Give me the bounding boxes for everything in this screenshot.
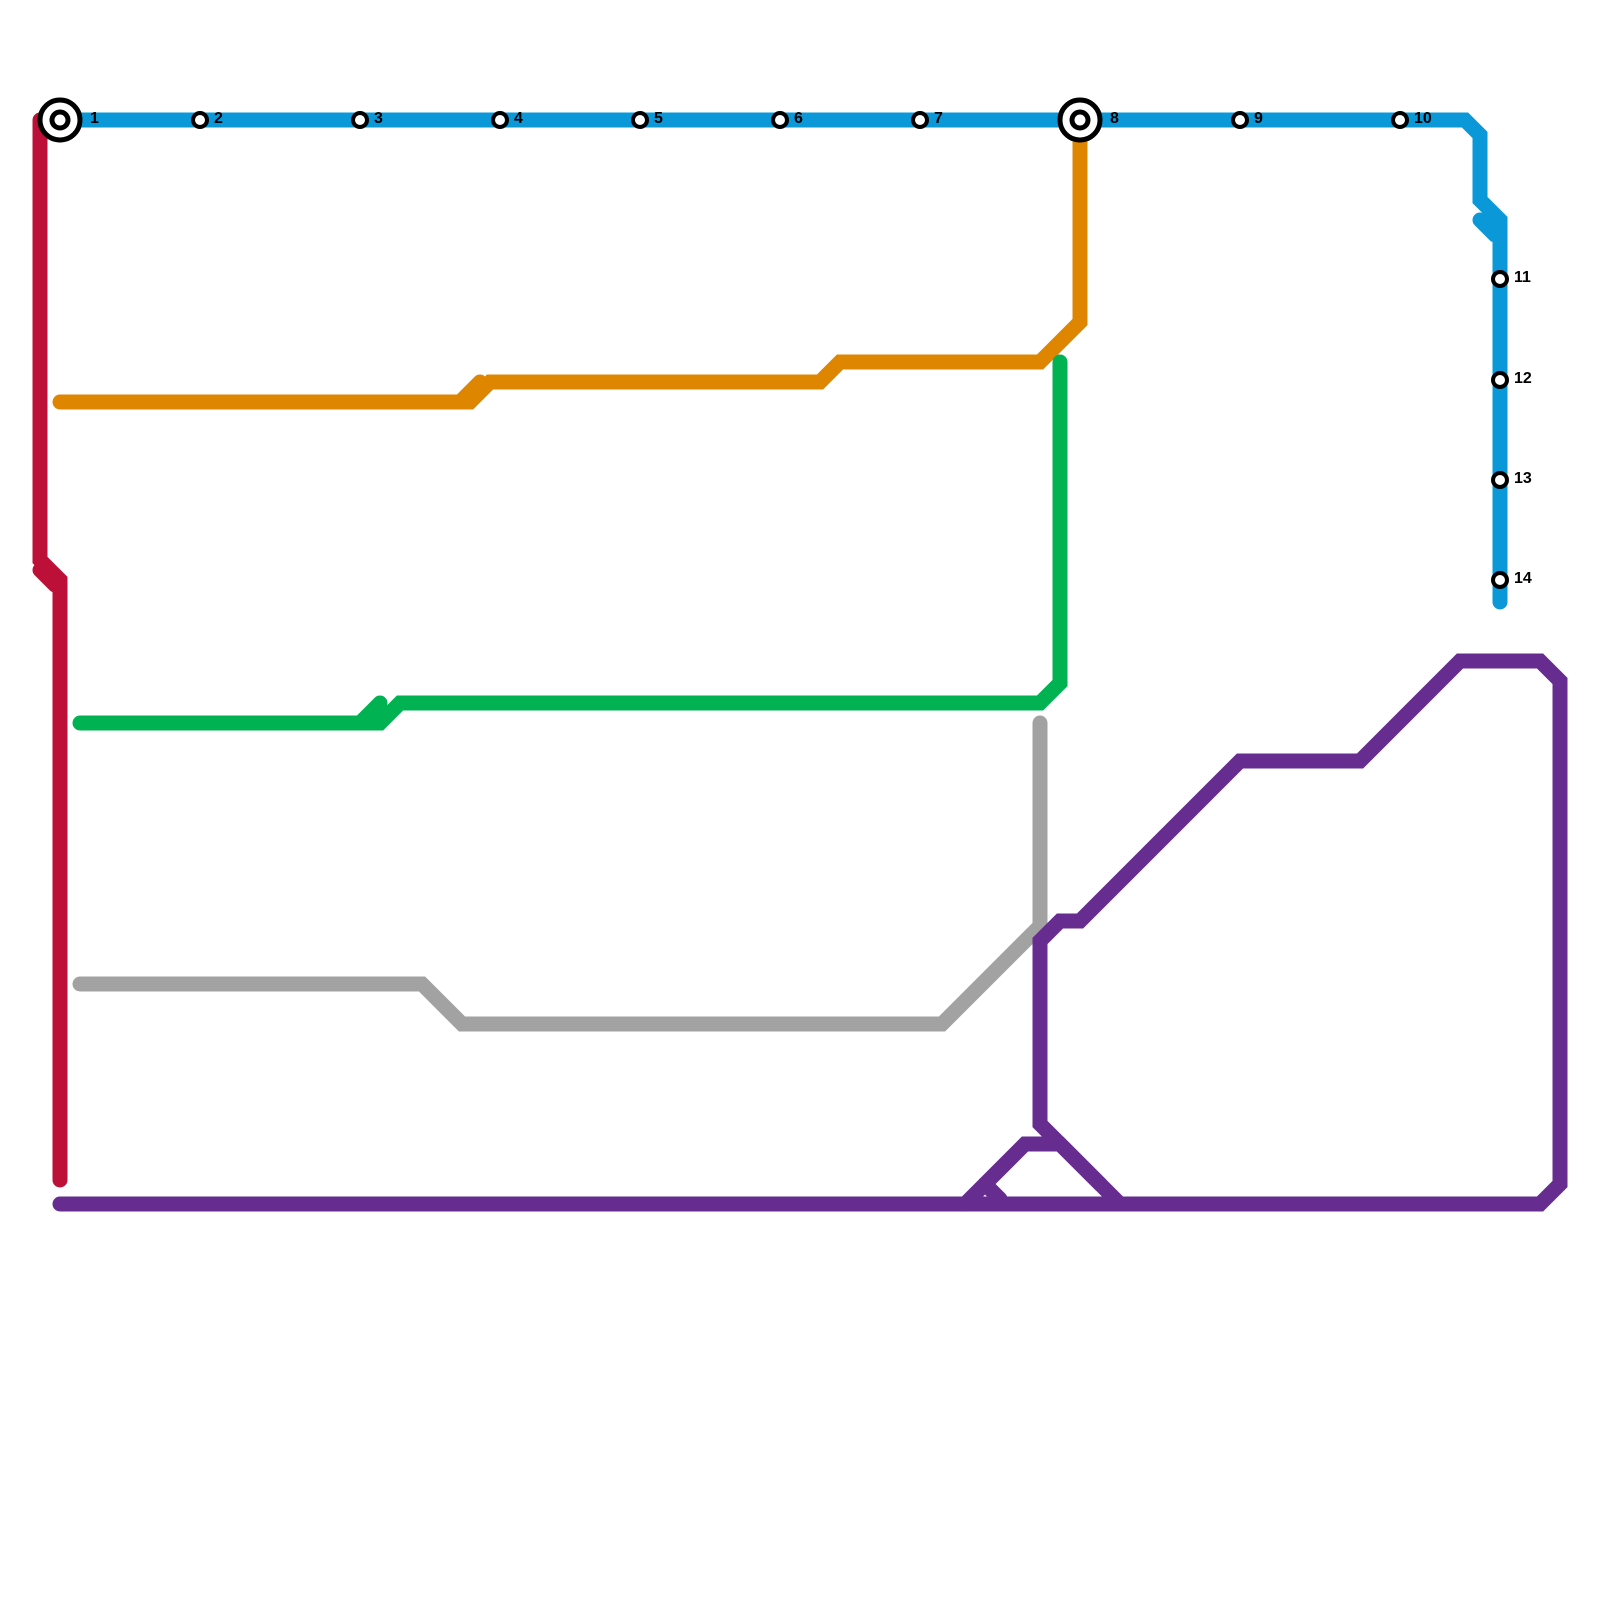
blue-line xyxy=(52,112,1508,610)
station-label: 1 xyxy=(90,110,99,127)
station xyxy=(1231,111,1249,129)
station-label: 13 xyxy=(1514,470,1532,487)
red-line-stub xyxy=(32,562,63,593)
station-label: 6 xyxy=(794,110,803,127)
station xyxy=(491,111,509,129)
purple-line-loop xyxy=(957,1136,1108,1212)
station-label: 11 xyxy=(1514,269,1531,286)
station xyxy=(1491,471,1509,489)
station xyxy=(911,111,929,129)
interchange-inner xyxy=(1069,109,1091,131)
purple-line-stub xyxy=(977,1176,1008,1207)
station xyxy=(1491,270,1509,288)
station-label: 9 xyxy=(1254,110,1263,127)
interchange-inner xyxy=(49,109,71,131)
station-label: 3 xyxy=(374,110,383,127)
station xyxy=(771,111,789,129)
station-label: 7 xyxy=(934,110,943,127)
purple-line xyxy=(52,653,1568,1212)
station xyxy=(1491,371,1509,389)
station-label: 12 xyxy=(1514,370,1532,387)
station-label: 8 xyxy=(1110,110,1119,127)
station xyxy=(191,111,209,129)
orange-line xyxy=(52,112,1088,410)
red-line xyxy=(32,112,68,1188)
station-label: 10 xyxy=(1414,110,1432,127)
station xyxy=(1391,111,1409,129)
station-label: 2 xyxy=(214,110,223,127)
green-line xyxy=(72,354,1068,731)
station-label: 4 xyxy=(514,110,523,127)
station xyxy=(351,111,369,129)
station-label: 5 xyxy=(654,110,663,127)
gray-line xyxy=(72,715,1048,1032)
blue-line-stub xyxy=(1472,212,1503,243)
station-label: 14 xyxy=(1514,570,1532,587)
station xyxy=(1491,571,1509,589)
station xyxy=(631,111,649,129)
orange-line-stub xyxy=(452,374,488,410)
green-line-stub xyxy=(352,695,388,731)
